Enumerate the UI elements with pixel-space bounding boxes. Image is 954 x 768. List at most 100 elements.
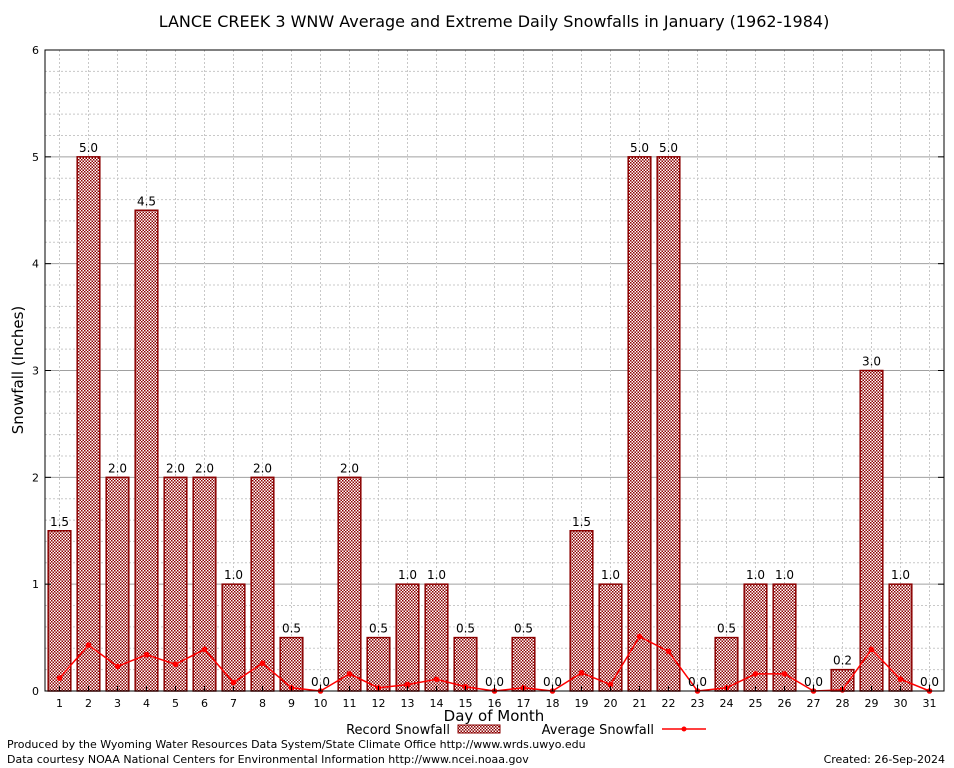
record-snowfall-bar [250,476,275,692]
x-tick-label: 23 [691,697,705,710]
x-tick-label: 12 [372,697,386,710]
record-snowfall-bar [598,583,623,692]
average-snowfall-point [172,661,179,668]
legend-average-label: Average Snowfall [542,723,654,738]
record-snowfall-label: 0.0 [543,675,562,689]
chart-title: LANCE CREEK 3 WNW Average and Extreme Da… [159,12,830,31]
record-snowfall-label: 3.0 [862,355,881,369]
record-snowfall-label: 2.0 [253,461,272,475]
record-snowfall-bar [888,583,913,692]
legend-average-marker [681,726,687,732]
x-tick-label: 24 [720,697,734,710]
record-snowfall-label: 1.0 [891,568,910,582]
record-snowfall-bar [105,476,130,692]
footer-produced-by: Produced by the Wyoming Water Resources … [7,738,586,751]
record-snowfall-label: 0.0 [485,675,504,689]
footer-created-date: Created: 26-Sep-2024 [824,753,945,766]
x-tick-label: 9 [288,697,295,710]
record-snowfall-label: 1.0 [398,568,417,582]
average-snowfall-point [346,671,353,677]
y-tick-label: 5 [32,151,39,164]
average-snowfall-point [259,660,266,667]
average-snowfall-point [665,648,672,655]
record-snowfall-label: 5.0 [79,141,98,155]
average-snowfall-point [114,663,121,670]
record-snowfall-label: 1.0 [601,568,620,582]
x-tick-label: 1 [56,697,63,710]
record-snowfall-bar [453,636,478,692]
x-tick-label: 10 [314,697,328,710]
record-snowfall-label: 0.5 [282,622,301,636]
average-snowfall-point [781,671,788,677]
x-tick-label: 7 [230,697,237,710]
record-snowfall-bar [656,156,681,692]
legend-record-label: Record Snowfall [346,723,450,738]
average-snowfall-point [897,676,904,683]
record-snowfall-bar [424,583,449,692]
x-tick-label: 17 [517,697,531,710]
average-snowfall-point [85,642,92,648]
record-snowfall-label: 1.0 [746,568,765,582]
x-tick-label: 26 [778,697,792,710]
legend-record-swatch [457,724,501,734]
record-snowfall-label: 2.0 [166,461,185,475]
x-tick-label: 13 [401,697,415,710]
x-axis-label: Day of Month [444,707,545,725]
x-tick-label: 28 [836,697,850,710]
record-snowfall-bar [221,583,246,692]
record-snowfall-label: 5.0 [659,141,678,155]
x-tick-label: 18 [546,697,560,710]
record-snowfall-label: 0.2 [833,654,852,668]
x-tick-label: 4 [143,697,150,710]
average-snowfall-point [56,675,63,681]
record-snowfall-label: 4.5 [137,194,156,208]
record-snowfall-label: 2.0 [340,461,359,475]
x-tick-label: 30 [894,697,908,710]
average-snowfall-point [230,679,237,686]
record-snowfall-label: 0.5 [456,622,475,636]
record-snowfall-label: 1.0 [775,568,794,582]
x-tick-label: 3 [114,697,121,710]
record-snowfall-bar [76,156,101,692]
record-snowfall-bars [47,156,913,692]
legend: Record Snowfall Average Snowfall [346,723,706,738]
average-snowfall-point [636,633,643,640]
record-snowfall-bar [279,636,304,692]
record-snowfall-label: 0.5 [514,622,533,636]
x-tick-label: 25 [749,697,763,710]
record-snowfall-label: 0.0 [920,675,939,689]
x-tick-label: 11 [343,697,357,710]
y-tick-label: 3 [32,365,39,378]
average-snowfall-point [201,646,208,653]
record-snowfall-label: 2.0 [195,461,214,475]
record-snowfall-bar [366,636,391,692]
x-tick-label: 29 [865,697,879,710]
y-tick-label: 2 [32,471,39,484]
average-snowfall-point [752,671,759,677]
y-tick-label: 0 [32,685,39,698]
record-snowfall-label: 0.5 [717,622,736,636]
record-snowfall-label: 5.0 [630,141,649,155]
average-snowfall-point [578,670,585,676]
record-snowfall-bar [395,583,420,692]
record-snowfall-bar [627,156,652,692]
average-snowfall-point [868,646,875,653]
record-snowfall-bar [859,369,884,692]
record-snowfall-label: 2.0 [108,461,127,475]
y-tick-label: 6 [32,44,39,57]
x-tick-label: 31 [923,697,937,710]
x-tick-label: 27 [807,697,821,710]
record-snowfall-bar [511,636,536,692]
y-tick-label: 1 [32,578,39,591]
record-snowfall-label: 0.0 [804,675,823,689]
data-labels: 1.5 5.0 2.0 4.5 2.0 2.0 1.0 2.0 0.5 0.0 2.0 0.5 1.0 1… [50,141,939,689]
record-snowfall-label: 1.0 [224,568,243,582]
y-axis-label: Snowfall (Inches) [9,306,27,434]
average-snowfall-point [607,681,614,688]
x-tick-label: 2 [85,697,92,710]
record-snowfall-label: 1.0 [427,568,446,582]
record-snowfall-label: 1.5 [572,515,591,529]
record-snowfall-label: 0.0 [311,675,330,689]
